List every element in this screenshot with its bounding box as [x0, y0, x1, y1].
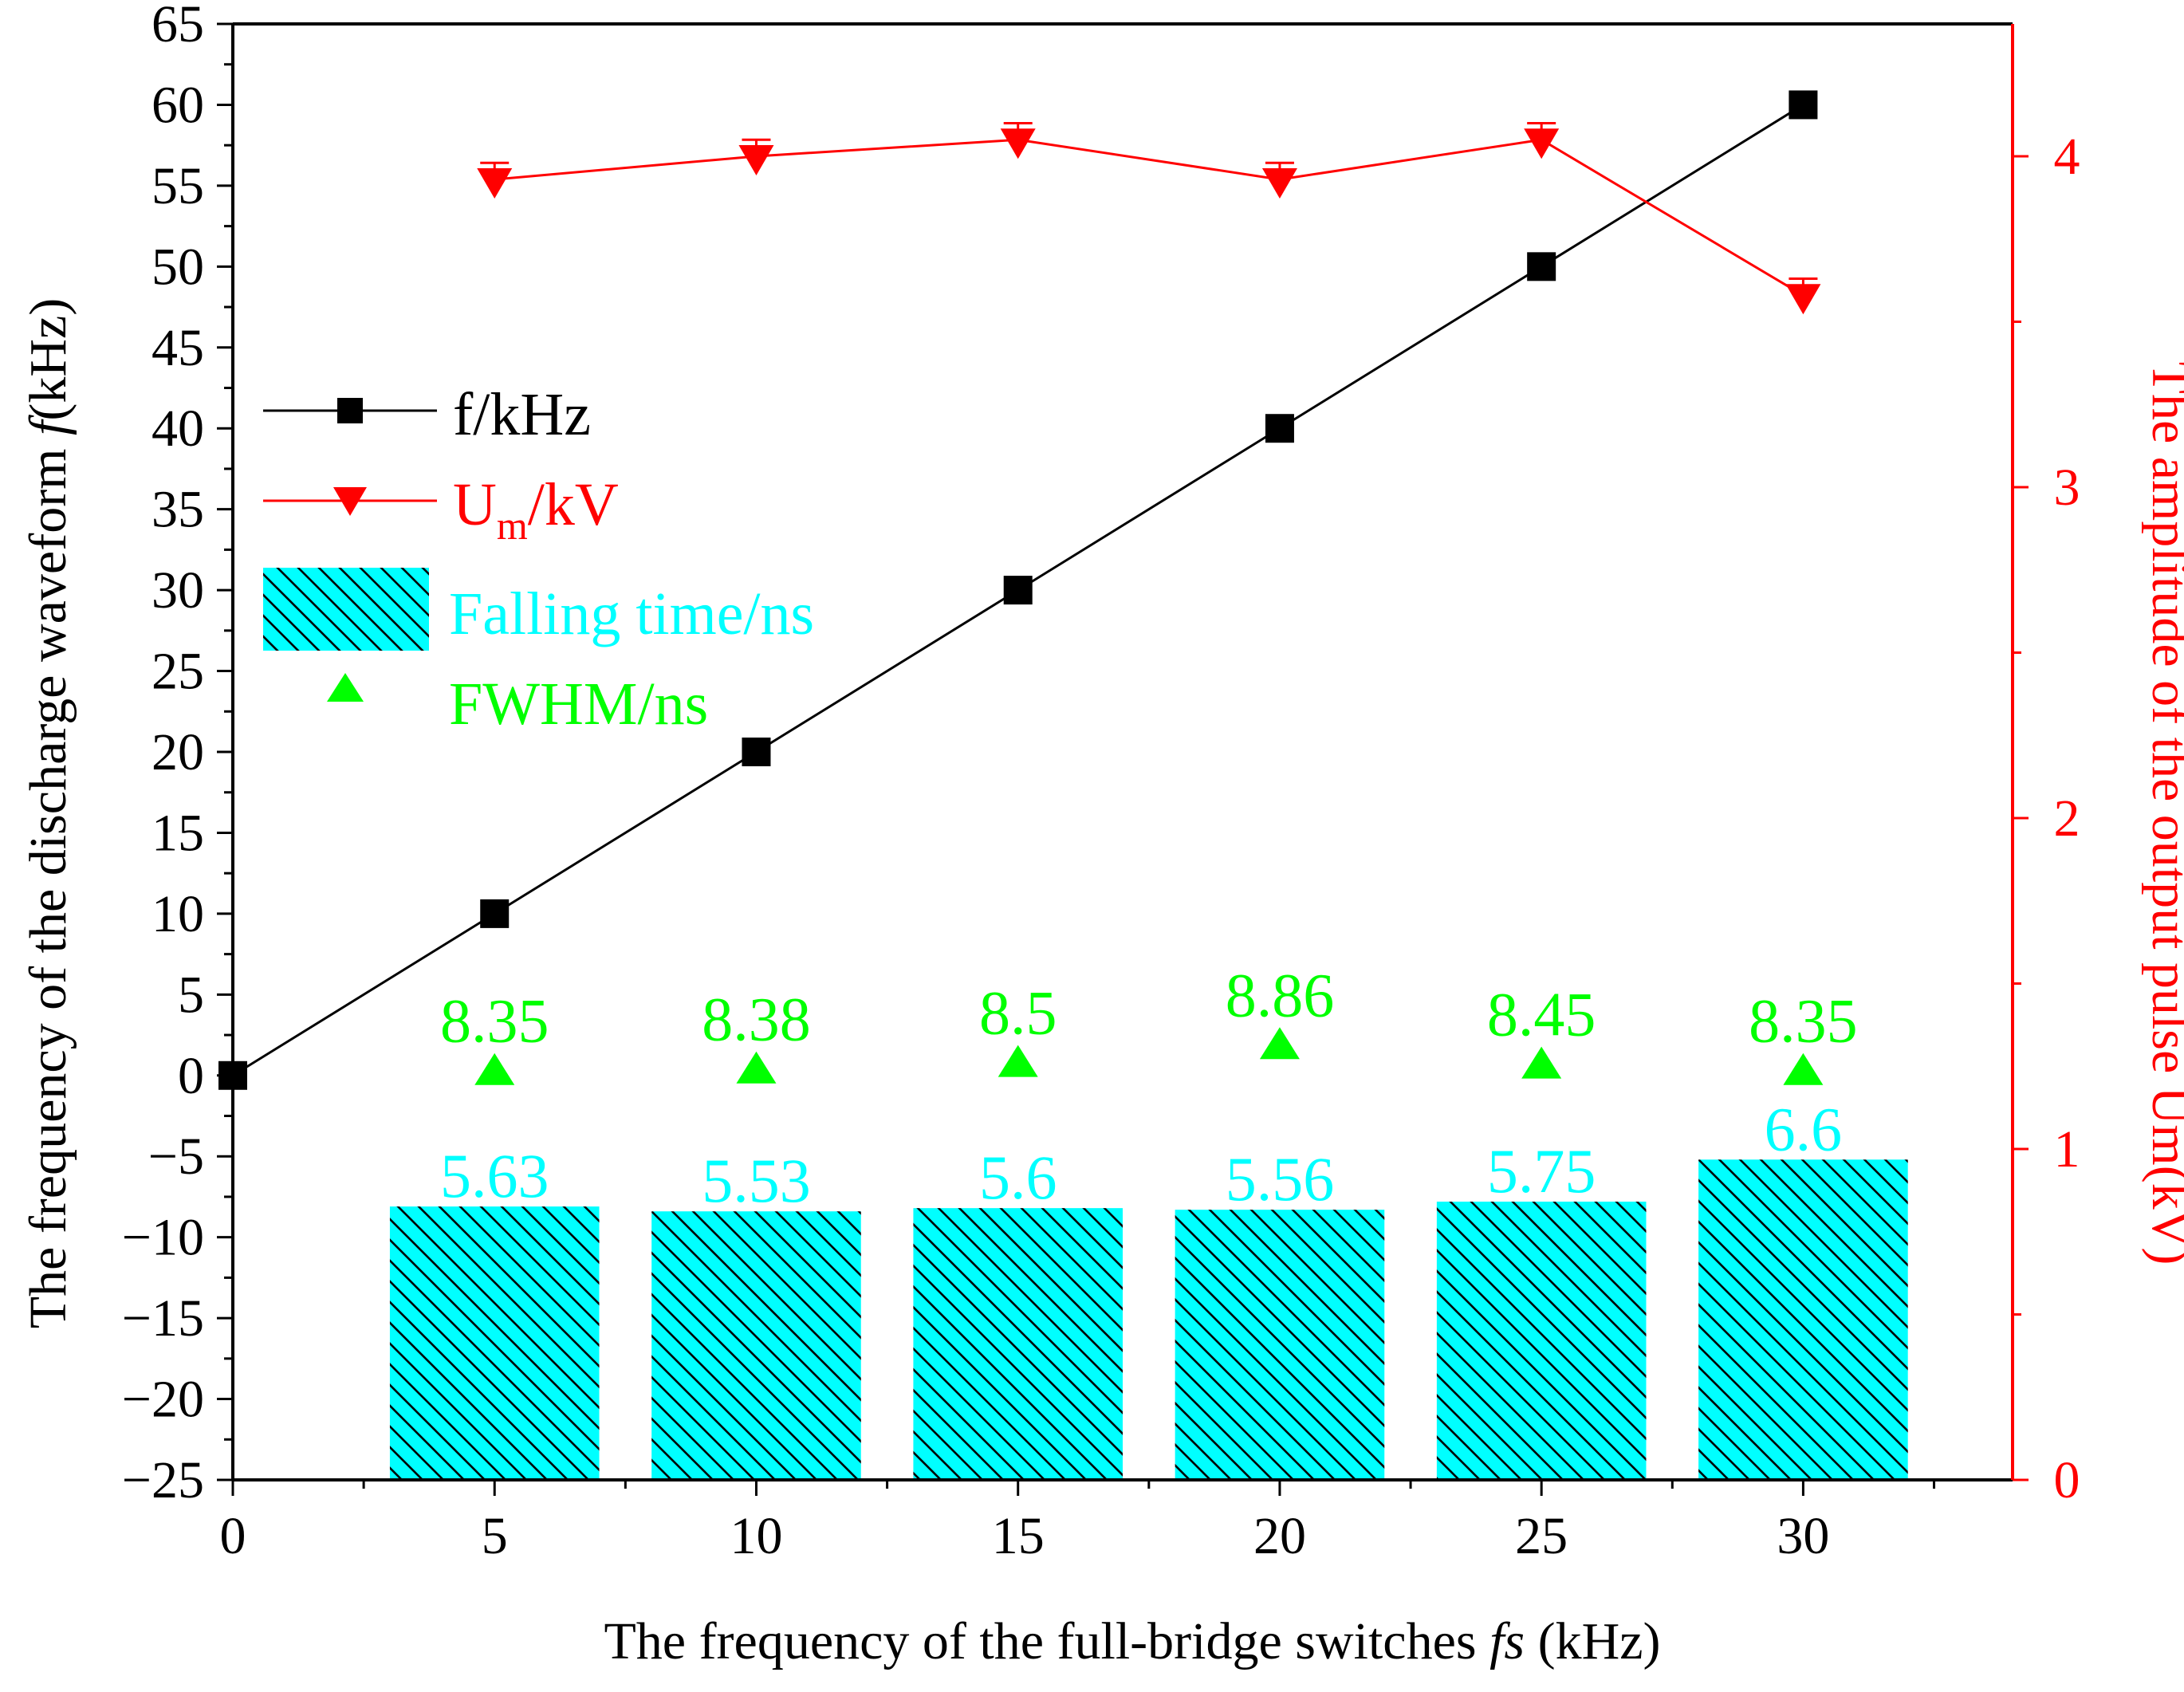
- y-tick-label-5: 5: [178, 966, 204, 1024]
- y-tick-label-40: 40: [152, 399, 204, 458]
- x-tick-label-30: 30: [1777, 1507, 1829, 1565]
- falling-time-label-15: 5.6: [979, 1143, 1057, 1212]
- y-tick-label--10: −10: [122, 1209, 204, 1267]
- x-tick-label-25: 25: [1515, 1507, 1568, 1565]
- falling-time-bar-10: [651, 1211, 861, 1480]
- falling-time-bars: [389, 1159, 1908, 1480]
- fwhm-label-10: 8.38: [702, 985, 811, 1054]
- y2-tick-label-0: 0: [2054, 1451, 2080, 1509]
- y2-tick-label-3: 3: [2054, 458, 2080, 517]
- y-tick-label--25: −25: [122, 1451, 204, 1509]
- um-point-5: [477, 168, 513, 199]
- legend-um-base: U: [453, 471, 497, 538]
- um-point-15: [1000, 128, 1036, 159]
- y-tick-label-45: 45: [152, 319, 204, 377]
- f-point-20: [1265, 414, 1294, 443]
- y-tick-label--20: −20: [122, 1371, 204, 1429]
- um-point-25: [1524, 128, 1560, 159]
- legend-um-label: Um/kV: [453, 471, 619, 548]
- fwhm-label-5: 8.35: [440, 986, 549, 1056]
- x-tick-label-10: 10: [730, 1507, 782, 1565]
- fwhm-label-20: 8.86: [1226, 960, 1335, 1029]
- x-axis-title-post: (kHz): [1525, 1612, 1660, 1670]
- fwhm-label-15: 8.5: [979, 978, 1057, 1048]
- fwhm-marker-20: [1259, 1027, 1300, 1060]
- f-point-30: [1789, 90, 1818, 120]
- legend-falling-label: Falling time/ns: [449, 580, 814, 647]
- f-series: [218, 90, 1818, 1090]
- um-series-line: [494, 138, 1804, 297]
- y-tick-label--15: −15: [122, 1289, 204, 1348]
- y-tick-label-10: 10: [152, 885, 204, 943]
- um-point-20: [1261, 168, 1297, 199]
- x-tick-label-15: 15: [992, 1507, 1045, 1565]
- y-tick-label-65: 65: [152, 0, 204, 53]
- falling-time-label-30: 6.6: [1765, 1094, 1843, 1163]
- y-tick-label-60: 60: [152, 76, 204, 134]
- y-tick-label-35: 35: [152, 481, 204, 539]
- y-tick-label--5: −5: [148, 1127, 204, 1186]
- fwhm-label-30: 8.35: [1749, 986, 1858, 1056]
- fwhm-marker-10: [736, 1051, 777, 1084]
- x-tick-label-0: 0: [220, 1507, 246, 1565]
- y-tick-label-20: 20: [152, 723, 204, 781]
- legend-falling-swatch: [263, 568, 429, 651]
- f-point-10: [742, 738, 771, 766]
- falling-time-bar-5: [389, 1206, 600, 1480]
- y-tick-label-50: 50: [152, 238, 204, 296]
- legend-um-rest: /kV: [528, 471, 619, 538]
- x-axis-title-var: fs: [1489, 1612, 1525, 1670]
- y-tick-label-15: 15: [152, 804, 204, 862]
- fwhm-labels: 8.35 8.38 8.5 8.86 8.45 8.35: [440, 960, 1858, 1055]
- y-axis-title-pre: The frequency of the discharge waveform: [19, 435, 77, 1328]
- falling-time-label-5: 5.63: [440, 1141, 549, 1210]
- um-point-30: [1785, 284, 1821, 315]
- legend-um-sub: m: [497, 503, 528, 548]
- y-axis-title: The frequency of the discharge waveform …: [19, 298, 77, 1329]
- um-series: [477, 122, 1821, 315]
- legend-um-marker: [333, 487, 367, 516]
- y2-tick-label-1: 1: [2054, 1120, 2080, 1178]
- y2-tick-label-2: 2: [2054, 789, 2080, 848]
- y-tick-label-55: 55: [152, 157, 204, 215]
- legend-f-marker: [337, 398, 363, 423]
- falling-time-label-25: 5.75: [1487, 1136, 1596, 1206]
- legend-f-label: f/kHz: [453, 381, 591, 448]
- fwhm-label-25: 8.45: [1487, 980, 1596, 1049]
- y2-tick-label-4: 4: [2054, 128, 2080, 186]
- fwhm-marker-25: [1521, 1046, 1562, 1079]
- um-point-10: [738, 145, 774, 175]
- falling-time-bar-15: [913, 1208, 1123, 1480]
- y-tick-label-25: 25: [152, 643, 204, 701]
- legend: f/kHz Um/kV Falling time/ns FWHM/ns: [263, 381, 814, 738]
- fwhm-marker-30: [1783, 1053, 1824, 1085]
- y-axis-title-post: (kHz): [19, 298, 77, 421]
- legend-fwhm-marker: [327, 673, 364, 702]
- f-point-25: [1527, 252, 1556, 281]
- falling-time-bar-20: [1175, 1210, 1385, 1480]
- x-axis-title-pre: The frequency of the full-bridge switche…: [604, 1612, 1489, 1670]
- fwhm-marker-5: [474, 1053, 515, 1085]
- legend-fwhm-label: FWHM/ns: [449, 671, 708, 738]
- y2-axis-title: The amplitude of the output pulse Um(kV): [2141, 362, 2184, 1265]
- y-tick-label-30: 30: [152, 561, 204, 620]
- falling-time-labels: 5.63 5.53 5.6 5.56 5.75 6.6: [440, 1094, 1842, 1215]
- falling-time-bar-25: [1436, 1202, 1647, 1480]
- axes: 0 5 10 15 20 25 30−25−20−15−10−505101520253035…: [122, 0, 2080, 1565]
- fwhm-markers: [474, 1027, 1824, 1085]
- x-tick-label-20: 20: [1253, 1507, 1306, 1565]
- falling-time-bar-30: [1698, 1159, 1908, 1480]
- falling-time-label-20: 5.56: [1226, 1144, 1335, 1214]
- y-tick-label-0: 0: [178, 1047, 204, 1105]
- fwhm-marker-15: [998, 1045, 1038, 1077]
- x-tick-label-5: 5: [482, 1507, 508, 1565]
- f-point-15: [1003, 576, 1033, 605]
- falling-time-label-10: 5.53: [702, 1146, 811, 1215]
- x-axis-title: The frequency of the full-bridge switche…: [604, 1612, 1660, 1670]
- f-point-5: [480, 899, 510, 928]
